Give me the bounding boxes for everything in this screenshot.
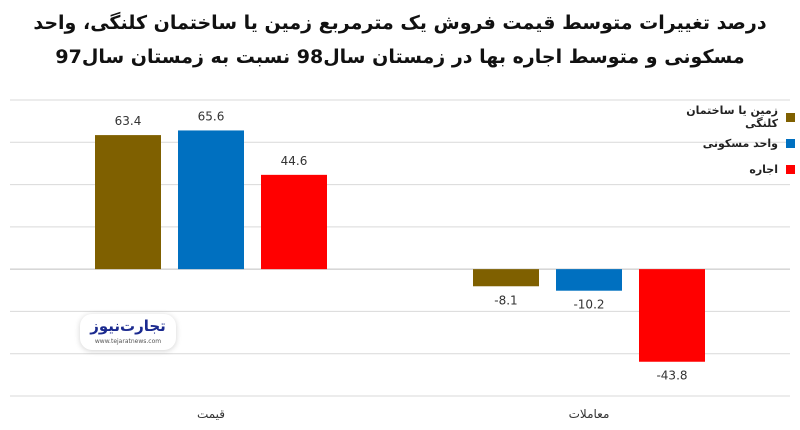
- data-label: 65.6: [198, 109, 225, 123]
- legend-label-land: زمین یا ساختمان کلنگی: [686, 104, 778, 130]
- data-label: -10.2: [573, 298, 604, 312]
- bar: [261, 174, 327, 270]
- bar: [556, 269, 622, 291]
- category-label: معاملات: [569, 407, 610, 421]
- data-label: -43.8: [656, 369, 687, 383]
- watermark-url: www.tejaratnews.com: [94, 338, 162, 345]
- chart-title-line-1: درصد تغییرات متوسط قیمت فروش یک مترمربع …: [33, 12, 767, 34]
- legend-swatch-land: [786, 112, 795, 122]
- data-label: 63.4: [115, 114, 142, 128]
- category-label: قیمت: [197, 407, 225, 421]
- legend-swatch-rent: [786, 164, 795, 174]
- legend-label-rent: اجاره: [749, 162, 778, 176]
- bar: [178, 130, 244, 270]
- legend-swatch-residential: [786, 138, 795, 148]
- legend-label-residential: واحد مسکونی: [702, 136, 778, 150]
- legend-item-residential: واحد مسکونی: [655, 130, 795, 156]
- legend-item-land: زمین یا ساختمان کلنگی: [655, 104, 795, 130]
- data-label: 44.6: [281, 154, 308, 168]
- watermark-logo: تجارت‌نیوز www.tejaratnews.com: [80, 314, 176, 350]
- bar: [95, 135, 161, 270]
- bar: [639, 269, 705, 362]
- watermark-name: تجارت‌نیوز: [90, 317, 166, 335]
- bar: [473, 269, 539, 287]
- chart-title: درصد تغییرات متوسط قیمت فروش یک مترمربع …: [20, 6, 780, 74]
- legend: زمین یا ساختمان کلنگی واحد مسکونی اجاره: [655, 104, 795, 182]
- legend-item-rent: اجاره: [655, 156, 795, 182]
- chart-title-line-2: مسکونی و متوسط اجاره بها در زمستان سال98…: [55, 46, 745, 68]
- data-label: -8.1: [494, 293, 517, 307]
